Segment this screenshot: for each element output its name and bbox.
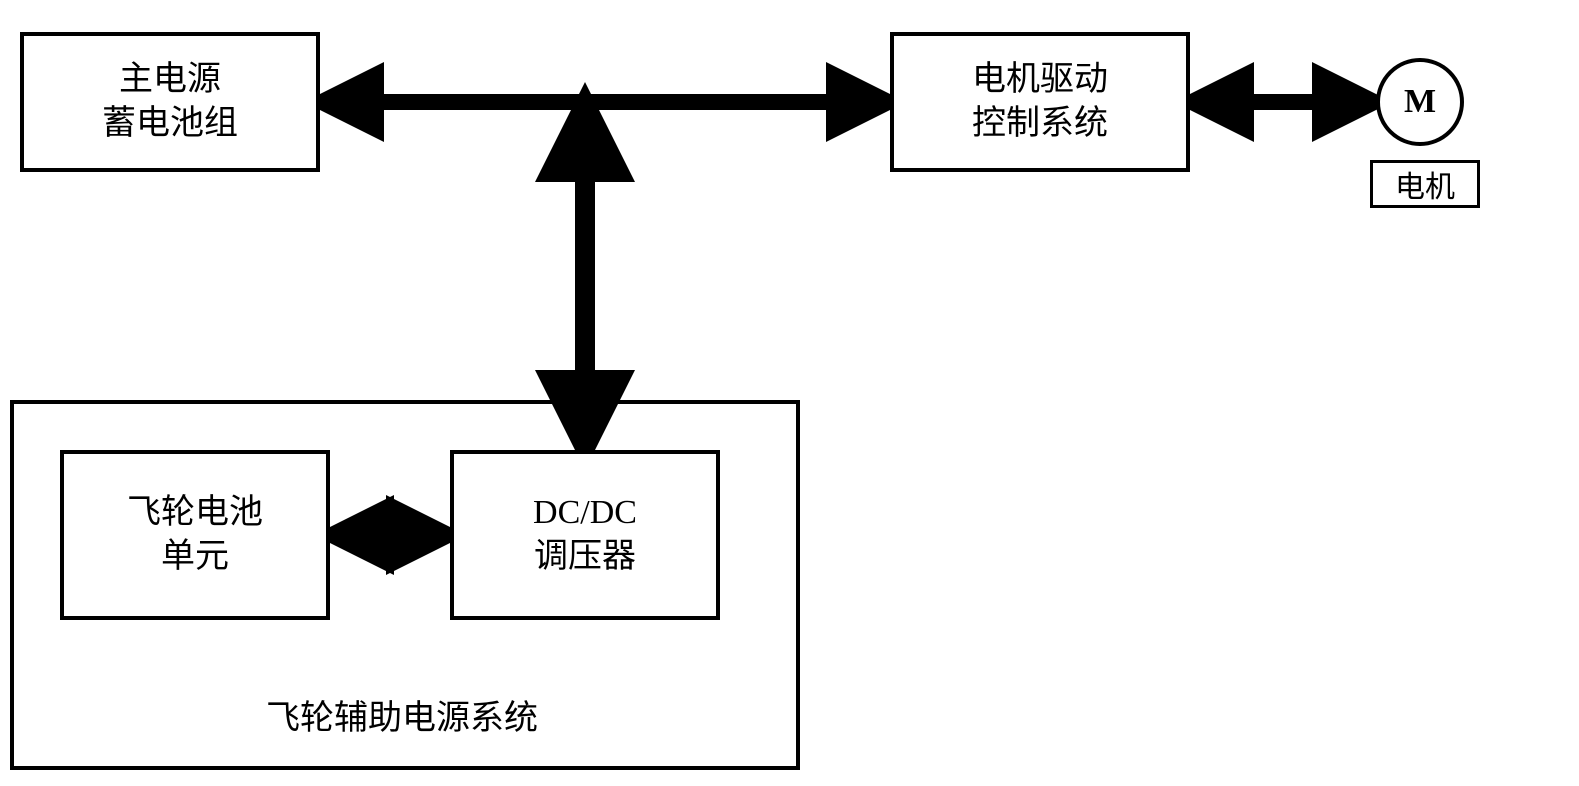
node-main-battery: 主电源 蓄电池组	[20, 32, 320, 172]
node-motor-circle: M	[1376, 58, 1464, 146]
node-motor-drive-control: 电机驱动 控制系统	[890, 32, 1190, 172]
node-flywheel-line1: 飞轮电池	[127, 491, 263, 535]
node-main-battery-line1: 主电源	[119, 58, 221, 102]
node-dcdc-line1: DC/DC	[533, 491, 637, 535]
node-motor-circle-label: M	[1404, 83, 1436, 121]
group-flywheel-aux-system-label: 飞轮辅助电源系统	[260, 690, 544, 739]
node-flywheel-line2: 单元	[161, 535, 229, 579]
node-motor-drive-line1: 电机驱动	[972, 58, 1108, 102]
node-main-battery-line2: 蓄电池组	[102, 102, 238, 146]
node-motor-label-text: 电机	[1395, 162, 1455, 206]
node-flywheel-battery-unit: 飞轮电池 单元	[60, 450, 330, 620]
node-dcdc-line2: 调压器	[534, 535, 636, 579]
node-motor-drive-line2: 控制系统	[972, 102, 1108, 146]
node-motor-label: 电机	[1370, 160, 1480, 208]
block-diagram: 飞轮辅助电源系统 主电源 蓄电池组 电机驱动 控制系统 M 电机 飞轮电池 单元…	[0, 0, 1579, 786]
node-dcdc-regulator: DC/DC 调压器	[450, 450, 720, 620]
